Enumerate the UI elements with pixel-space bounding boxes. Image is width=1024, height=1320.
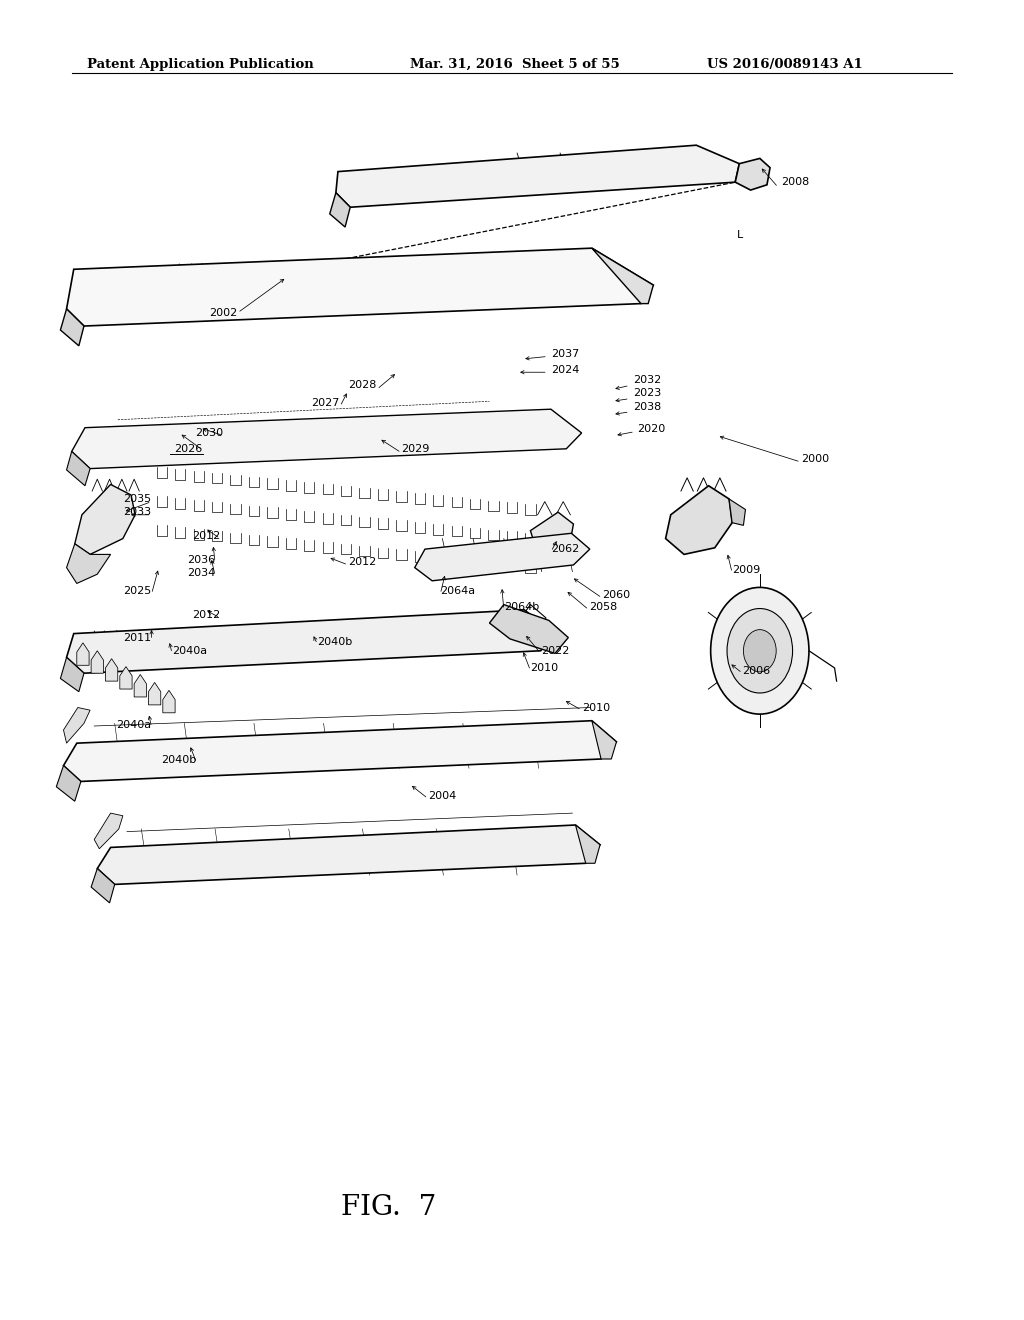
Polygon shape xyxy=(415,533,590,581)
Text: 2033: 2033 xyxy=(124,507,152,517)
Text: 2036: 2036 xyxy=(187,554,215,565)
Text: 2023: 2023 xyxy=(633,388,662,399)
Polygon shape xyxy=(63,708,90,743)
Polygon shape xyxy=(666,486,732,554)
Polygon shape xyxy=(67,544,111,583)
Polygon shape xyxy=(729,499,745,525)
Polygon shape xyxy=(75,484,135,554)
Text: 2040a: 2040a xyxy=(117,719,152,730)
Text: 2006: 2006 xyxy=(742,665,770,676)
Circle shape xyxy=(711,587,809,714)
Text: 2040b: 2040b xyxy=(317,636,352,647)
Text: Mar. 31, 2016  Sheet 5 of 55: Mar. 31, 2016 Sheet 5 of 55 xyxy=(410,58,620,71)
Text: 2028: 2028 xyxy=(348,380,377,391)
Text: 2029: 2029 xyxy=(401,444,430,454)
Polygon shape xyxy=(72,409,582,469)
Text: 2030: 2030 xyxy=(196,428,223,438)
Text: 2037: 2037 xyxy=(551,348,580,359)
Polygon shape xyxy=(530,512,573,557)
Polygon shape xyxy=(134,675,146,697)
Polygon shape xyxy=(97,825,600,884)
Polygon shape xyxy=(67,610,555,673)
Text: 2027: 2027 xyxy=(311,397,340,408)
Text: 2025: 2025 xyxy=(123,586,152,597)
Text: 2010: 2010 xyxy=(530,663,558,673)
Circle shape xyxy=(743,630,776,672)
Polygon shape xyxy=(148,682,161,705)
Text: 2008: 2008 xyxy=(781,177,810,187)
Text: 2012: 2012 xyxy=(191,610,220,620)
Text: 2062: 2062 xyxy=(551,544,580,554)
Polygon shape xyxy=(56,766,81,801)
Text: 2009: 2009 xyxy=(732,565,761,576)
Polygon shape xyxy=(330,193,350,227)
Polygon shape xyxy=(163,690,175,713)
Text: 2002: 2002 xyxy=(209,308,238,318)
Text: 2022: 2022 xyxy=(541,645,569,656)
Polygon shape xyxy=(105,659,118,681)
Polygon shape xyxy=(60,309,84,346)
Text: 2032: 2032 xyxy=(633,375,662,385)
Text: 2038: 2038 xyxy=(633,401,662,412)
Text: 2012: 2012 xyxy=(191,531,220,541)
Circle shape xyxy=(727,609,793,693)
Polygon shape xyxy=(63,721,616,781)
Polygon shape xyxy=(592,721,616,759)
Polygon shape xyxy=(77,643,89,665)
Polygon shape xyxy=(592,248,653,304)
Polygon shape xyxy=(91,651,103,673)
Polygon shape xyxy=(735,158,770,190)
Text: 2004: 2004 xyxy=(428,791,457,801)
Text: 2060: 2060 xyxy=(602,590,630,601)
Text: 2012: 2012 xyxy=(348,557,377,568)
Text: US 2016/0089143 A1: US 2016/0089143 A1 xyxy=(707,58,862,71)
Text: FIG.  7: FIG. 7 xyxy=(341,1195,437,1221)
Polygon shape xyxy=(67,451,90,486)
Text: 2024: 2024 xyxy=(551,364,580,375)
Text: 2058: 2058 xyxy=(589,602,617,612)
Text: 2010: 2010 xyxy=(582,702,609,713)
Polygon shape xyxy=(67,248,653,326)
Text: Patent Application Publication: Patent Application Publication xyxy=(87,58,313,71)
Text: 2064a: 2064a xyxy=(440,586,475,597)
Text: 2000: 2000 xyxy=(801,454,828,465)
Polygon shape xyxy=(575,825,600,863)
Text: 2064b: 2064b xyxy=(504,602,539,612)
Text: L: L xyxy=(737,230,743,240)
Polygon shape xyxy=(489,605,568,653)
Text: 2040b: 2040b xyxy=(162,755,197,766)
Text: 2011: 2011 xyxy=(124,632,152,643)
Polygon shape xyxy=(120,667,132,689)
Text: 2035: 2035 xyxy=(124,494,152,504)
Text: 2034: 2034 xyxy=(186,568,215,578)
Text: 2040a: 2040a xyxy=(172,645,207,656)
Polygon shape xyxy=(94,813,123,849)
Polygon shape xyxy=(60,657,84,692)
Polygon shape xyxy=(91,869,115,903)
Text: 2026: 2026 xyxy=(174,444,203,454)
Text: 2020: 2020 xyxy=(637,424,666,434)
Polygon shape xyxy=(336,145,739,207)
